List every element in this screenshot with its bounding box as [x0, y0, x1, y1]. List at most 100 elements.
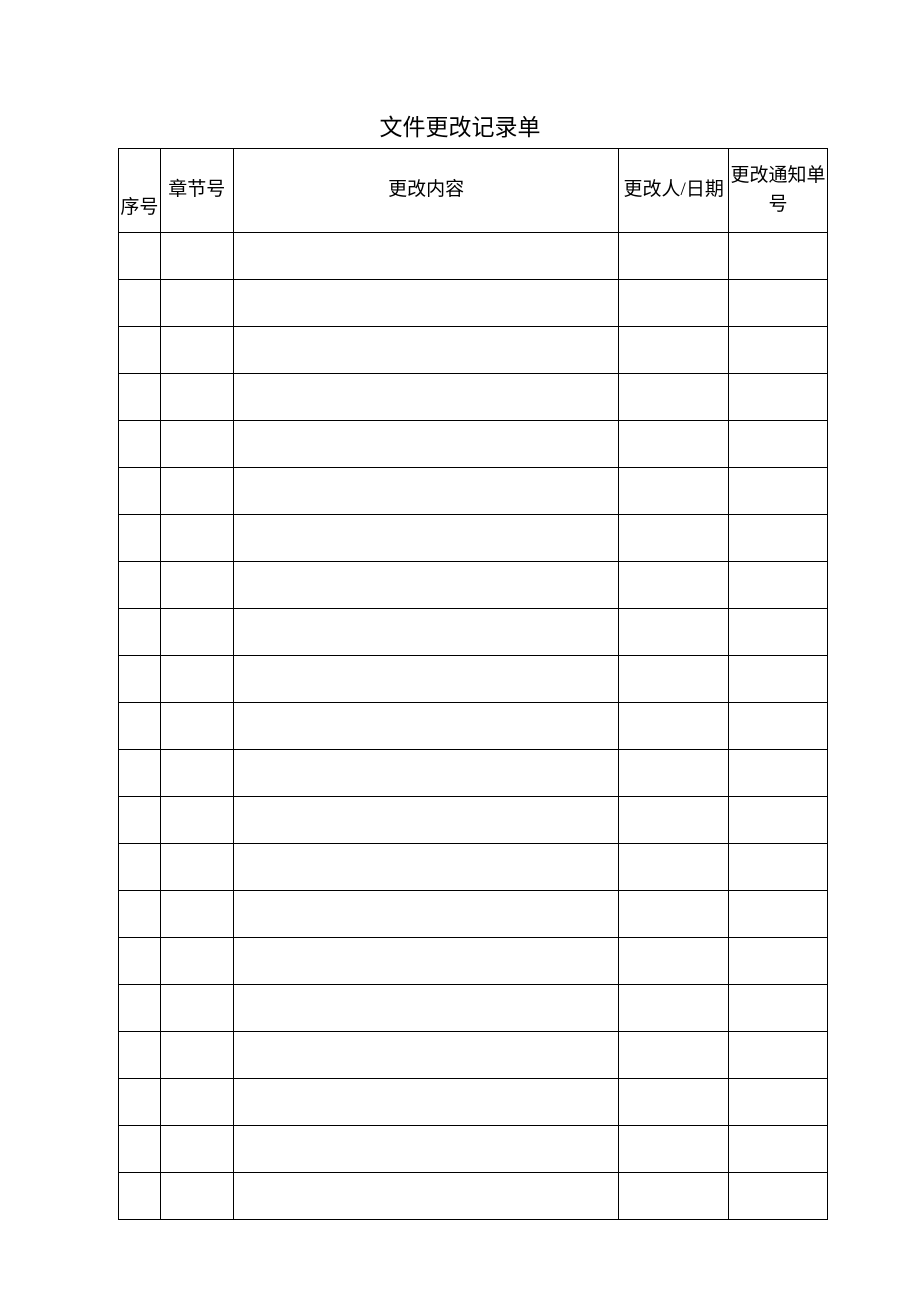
cell-notice_no: [728, 1126, 827, 1173]
table-header-row: 序号 章节号 更改内容 更改人/日期 更改通知单号: [119, 149, 828, 233]
cell-notice_no: [728, 327, 827, 374]
cell-notice_no: [728, 1173, 827, 1220]
cell-content: [233, 468, 619, 515]
cell-seq: [119, 609, 161, 656]
table-row: [119, 1126, 828, 1173]
table-row: [119, 938, 828, 985]
cell-person_date: [619, 1079, 728, 1126]
cell-content: [233, 233, 619, 280]
cell-content: [233, 1032, 619, 1079]
table-row: [119, 468, 828, 515]
cell-person_date: [619, 374, 728, 421]
table-row: [119, 703, 828, 750]
cell-chapter_no: [160, 750, 233, 797]
cell-chapter_no: [160, 797, 233, 844]
cell-chapter_no: [160, 656, 233, 703]
cell-notice_no: [728, 515, 827, 562]
change-record-table-wrap: 序号 章节号 更改内容 更改人/日期 更改通知单号: [118, 148, 828, 1220]
cell-notice_no: [728, 609, 827, 656]
cell-content: [233, 562, 619, 609]
cell-content: [233, 938, 619, 985]
cell-notice_no: [728, 468, 827, 515]
cell-seq: [119, 1173, 161, 1220]
cell-seq: [119, 374, 161, 421]
cell-content: [233, 750, 619, 797]
cell-seq: [119, 1079, 161, 1126]
cell-person_date: [619, 327, 728, 374]
cell-seq: [119, 515, 161, 562]
cell-seq: [119, 797, 161, 844]
document-title: 文件更改记录单: [0, 108, 920, 142]
cell-seq: [119, 750, 161, 797]
cell-seq: [119, 233, 161, 280]
table-row: [119, 750, 828, 797]
cell-chapter_no: [160, 233, 233, 280]
cell-content: [233, 421, 619, 468]
cell-person_date: [619, 1032, 728, 1079]
cell-seq: [119, 844, 161, 891]
cell-chapter_no: [160, 515, 233, 562]
cell-notice_no: [728, 656, 827, 703]
cell-person_date: [619, 844, 728, 891]
table-row: [119, 1079, 828, 1126]
cell-person_date: [619, 750, 728, 797]
cell-chapter_no: [160, 844, 233, 891]
table-row: [119, 233, 828, 280]
cell-content: [233, 327, 619, 374]
cell-notice_no: [728, 938, 827, 985]
table-row: [119, 515, 828, 562]
cell-chapter_no: [160, 703, 233, 750]
cell-content: [233, 609, 619, 656]
cell-content: [233, 703, 619, 750]
cell-person_date: [619, 515, 728, 562]
table-row: [119, 421, 828, 468]
cell-notice_no: [728, 750, 827, 797]
cell-person_date: [619, 703, 728, 750]
table-row: [119, 280, 828, 327]
col-header-chapter-no: 章节号: [160, 149, 233, 233]
cell-notice_no: [728, 374, 827, 421]
cell-chapter_no: [160, 609, 233, 656]
cell-seq: [119, 656, 161, 703]
cell-person_date: [619, 609, 728, 656]
table-row: [119, 609, 828, 656]
cell-notice_no: [728, 797, 827, 844]
cell-person_date: [619, 468, 728, 515]
cell-person_date: [619, 891, 728, 938]
table-row: [119, 1173, 828, 1220]
cell-content: [233, 1079, 619, 1126]
cell-chapter_no: [160, 562, 233, 609]
cell-notice_no: [728, 1079, 827, 1126]
cell-seq: [119, 421, 161, 468]
table-row: [119, 844, 828, 891]
cell-chapter_no: [160, 1032, 233, 1079]
cell-person_date: [619, 1173, 728, 1220]
cell-content: [233, 844, 619, 891]
cell-chapter_no: [160, 280, 233, 327]
table-body: [119, 233, 828, 1220]
cell-content: [233, 280, 619, 327]
cell-person_date: [619, 280, 728, 327]
table-row: [119, 1032, 828, 1079]
cell-seq: [119, 327, 161, 374]
cell-seq: [119, 985, 161, 1032]
cell-content: [233, 374, 619, 421]
cell-chapter_no: [160, 327, 233, 374]
cell-seq: [119, 938, 161, 985]
cell-notice_no: [728, 844, 827, 891]
cell-notice_no: [728, 1032, 827, 1079]
cell-seq: [119, 1126, 161, 1173]
cell-seq: [119, 562, 161, 609]
cell-chapter_no: [160, 1079, 233, 1126]
col-header-notice-no: 更改通知单号: [728, 149, 827, 233]
cell-person_date: [619, 562, 728, 609]
cell-chapter_no: [160, 1126, 233, 1173]
cell-chapter_no: [160, 1173, 233, 1220]
cell-person_date: [619, 421, 728, 468]
cell-notice_no: [728, 985, 827, 1032]
cell-notice_no: [728, 233, 827, 280]
cell-chapter_no: [160, 938, 233, 985]
table-row: [119, 891, 828, 938]
table-row: [119, 374, 828, 421]
table-row: [119, 656, 828, 703]
